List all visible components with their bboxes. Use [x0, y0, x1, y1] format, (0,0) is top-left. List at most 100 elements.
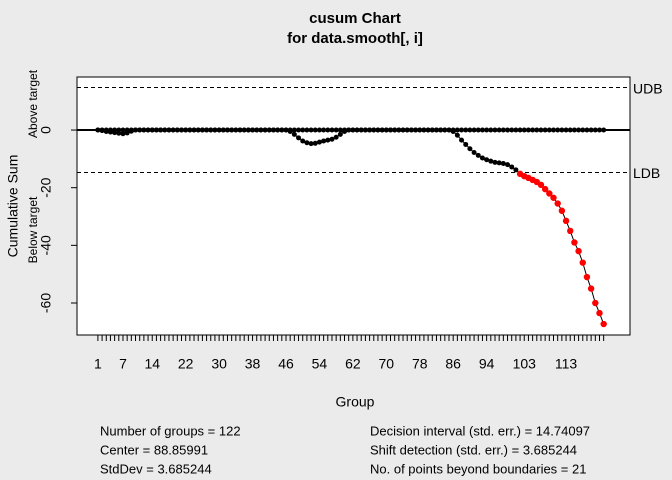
point: [588, 127, 594, 133]
point: [262, 127, 268, 133]
point: [580, 127, 586, 133]
point: [166, 127, 172, 133]
y-above-label: Above target: [26, 69, 40, 138]
point: [337, 127, 343, 133]
point: [408, 127, 414, 133]
point: [367, 127, 373, 133]
point: [371, 127, 377, 133]
point: [479, 127, 485, 133]
point: [379, 127, 385, 133]
point: [99, 128, 105, 134]
point: [342, 128, 348, 134]
point: [325, 137, 331, 143]
point: [204, 127, 210, 133]
point: [141, 127, 147, 133]
point: [509, 127, 515, 133]
point: [107, 129, 113, 135]
point: [124, 130, 130, 136]
x-tick-label: 78: [412, 356, 428, 372]
x-tick-label: 86: [445, 356, 461, 372]
y-tick-label: 0: [38, 126, 54, 134]
point: [513, 127, 519, 133]
point: [387, 127, 393, 133]
point: [254, 127, 260, 133]
point: [220, 127, 226, 133]
point: [199, 127, 205, 133]
y-below-label: Below target: [26, 196, 40, 263]
point: [571, 127, 577, 133]
point: [275, 127, 281, 133]
point: [454, 132, 460, 138]
y-axis-label: Cumulative Sum: [5, 155, 21, 258]
y-tick-label: -20: [38, 177, 54, 197]
point: [383, 127, 389, 133]
point: [270, 127, 276, 133]
point: [584, 127, 590, 133]
point: [558, 207, 566, 214]
x-tick-label: 7: [119, 356, 127, 372]
point: [279, 127, 285, 133]
x-tick-label: 62: [345, 356, 361, 372]
point: [321, 127, 327, 133]
point: [413, 127, 419, 133]
point: [471, 150, 477, 156]
chart-subtitle: for data.smooth[, i]: [287, 30, 423, 47]
point: [316, 139, 322, 145]
stat-text: Decision interval (std. err.) = 14.74097: [370, 423, 590, 438]
point: [429, 127, 435, 133]
x-tick-label: 14: [144, 356, 160, 372]
point: [245, 127, 251, 133]
point: [137, 127, 143, 133]
point: [128, 128, 134, 134]
point: [300, 127, 306, 133]
point: [459, 137, 465, 143]
point: [308, 127, 314, 133]
point: [291, 131, 297, 137]
point: [562, 217, 570, 225]
x-tick-label: 54: [312, 356, 328, 372]
point: [250, 127, 256, 133]
stat-text: StdDev = 3.685244: [100, 461, 212, 476]
point: [530, 127, 536, 133]
point: [496, 127, 502, 133]
point: [358, 127, 364, 133]
point: [258, 127, 264, 133]
boundary-label: UDB: [633, 80, 663, 96]
point: [546, 127, 552, 133]
point: [266, 127, 272, 133]
point: [350, 127, 356, 133]
point: [224, 127, 230, 133]
point: [592, 299, 599, 307]
point: [116, 130, 122, 136]
point: [500, 127, 506, 133]
point: [333, 134, 339, 140]
point: [396, 127, 402, 133]
point: [583, 273, 591, 281]
point: [471, 127, 477, 133]
point: [509, 164, 515, 170]
point: [212, 127, 218, 133]
point: [454, 127, 460, 133]
plot-area: [76, 76, 631, 336]
point: [229, 127, 235, 133]
point: [567, 127, 573, 133]
point: [346, 127, 352, 133]
point: [241, 127, 247, 133]
point: [95, 127, 101, 133]
point: [488, 158, 494, 164]
point: [575, 247, 582, 255]
boundary-label: LDB: [633, 165, 660, 181]
point: [133, 127, 139, 133]
point: [601, 127, 607, 133]
point: [517, 127, 523, 133]
point: [162, 127, 168, 133]
point: [153, 127, 159, 133]
x-tick-label: 70: [379, 356, 395, 372]
point: [421, 127, 427, 133]
point: [149, 127, 155, 133]
point: [170, 127, 176, 133]
point: [475, 152, 481, 158]
point: [484, 127, 490, 133]
point: [287, 128, 293, 134]
